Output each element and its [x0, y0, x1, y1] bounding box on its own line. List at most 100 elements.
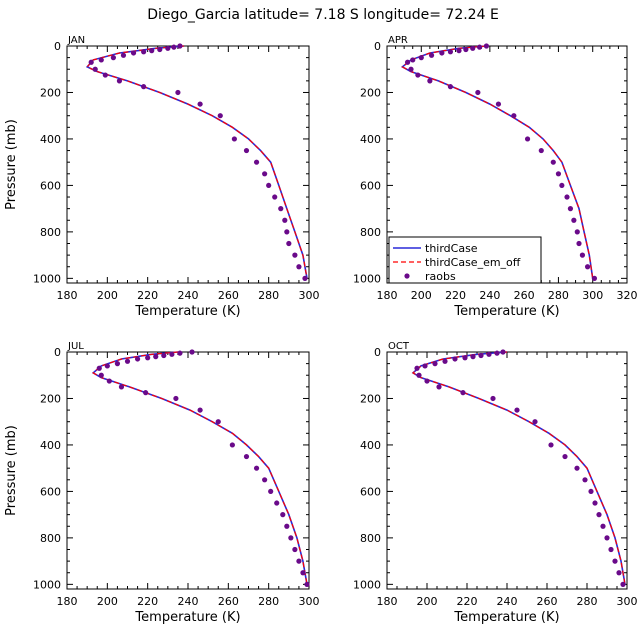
- y-tick-label: 400: [360, 439, 381, 452]
- x-tick-label: 320: [617, 289, 638, 302]
- raobs-point: [102, 72, 108, 78]
- raobs-point: [292, 252, 298, 258]
- raobs-point: [104, 363, 110, 369]
- series-line-thirdcase: [91, 351, 308, 585]
- panel-jul: 180 200 220 240 260 280 300 0 200 400 600 800 1000 Te…: [4, 341, 320, 625]
- raobs-point: [124, 358, 131, 364]
- x-tick-label: 300: [299, 595, 320, 608]
- raobs-point: [253, 159, 260, 165]
- raobs-point: [110, 55, 116, 61]
- x-tick-label: 240: [178, 289, 199, 302]
- raobs-point: [173, 395, 179, 402]
- raobs-point: [189, 349, 195, 355]
- raobs-point: [161, 352, 167, 359]
- raobs-point: [596, 512, 602, 518]
- raobs-point: [582, 477, 588, 483]
- raobs-point: [470, 45, 476, 51]
- raobs-point: [165, 45, 171, 51]
- y-tick-label: 800: [360, 532, 381, 545]
- raobs-point: [92, 66, 98, 72]
- y-tick-label: 0: [54, 346, 61, 359]
- y-tick-label: 0: [374, 40, 381, 53]
- raobs-point: [462, 355, 468, 361]
- panel-oct: 180 200 220 240 260 280 300 0 200 400 600 800 1000 Te…: [353, 341, 638, 625]
- y-tick-label: 600: [40, 485, 61, 498]
- y-tick-label: 400: [40, 439, 61, 452]
- x-tick-label: 260: [514, 289, 535, 302]
- raobs-point: [229, 442, 235, 448]
- raobs-point: [145, 355, 151, 361]
- raobs-point: [300, 570, 306, 576]
- raobs-point: [98, 57, 104, 63]
- raobs-point: [175, 89, 181, 96]
- x-tick-label: 260: [537, 595, 558, 608]
- raobs-point: [591, 275, 598, 281]
- raobs-point: [130, 50, 137, 56]
- raobs-point: [439, 50, 445, 56]
- y-tick-label: 600: [360, 485, 381, 498]
- x-tick-label: 240: [497, 595, 518, 608]
- x-tick-label: 260: [218, 595, 239, 608]
- x-tick-label: 200: [97, 595, 118, 608]
- raobs-point: [436, 384, 442, 390]
- raobs-point: [282, 217, 288, 223]
- figure-title: Diego_Garcia latitude= 7.18 S longitude=…: [147, 7, 499, 23]
- series-line-thirdcase-em-off: [92, 351, 308, 585]
- raobs-point: [495, 101, 502, 107]
- raobs-point: [616, 570, 622, 576]
- raobs-point: [576, 240, 582, 247]
- x-tick-label: 240: [479, 289, 500, 302]
- raobs-point: [483, 43, 490, 49]
- raobs-point: [579, 252, 586, 258]
- raobs-point: [410, 57, 416, 63]
- y-tick-label: 800: [40, 532, 61, 545]
- x-tick-label: 180: [57, 289, 78, 302]
- x-tick-label: 280: [258, 595, 279, 608]
- x-tick-label: 280: [548, 289, 569, 302]
- raobs-point: [567, 206, 574, 212]
- raobs-point: [416, 372, 422, 378]
- x-tick-label: 300: [617, 595, 638, 608]
- x-tick-label: 280: [577, 595, 598, 608]
- raobs-point: [262, 477, 268, 483]
- x-tick-label: 240: [178, 595, 199, 608]
- raobs-point: [98, 372, 104, 378]
- raobs-point: [278, 206, 284, 212]
- legend-label-raobs: raobs: [425, 270, 456, 283]
- y-tick-label: 800: [40, 226, 61, 239]
- raobs-point: [478, 352, 484, 359]
- raobs-point: [96, 365, 102, 371]
- raobs-point: [608, 546, 614, 553]
- raobs-point: [524, 136, 531, 142]
- raobs-point: [550, 159, 556, 165]
- raobs-point: [292, 546, 298, 553]
- raobs-point: [604, 535, 610, 541]
- raobs-point: [548, 442, 554, 448]
- y-tick-label: 1000: [353, 272, 381, 285]
- raobs-point: [231, 136, 237, 142]
- y-axis-label: Pressure (mb): [4, 425, 19, 516]
- raobs-point: [584, 264, 591, 270]
- y-tick-label: 200: [40, 392, 61, 405]
- x-axis-label: Temperature (K): [134, 610, 240, 625]
- raobs-point: [268, 488, 274, 495]
- raobs-point: [514, 407, 520, 413]
- raobs-point: [243, 147, 250, 154]
- raobs-point: [114, 361, 121, 367]
- raobs-point: [538, 147, 544, 154]
- raobs-point: [494, 350, 500, 356]
- raobs-point: [574, 465, 580, 471]
- raobs-point: [463, 46, 469, 53]
- raobs-point: [120, 52, 127, 58]
- legend-swatch-raobs: [404, 273, 410, 279]
- series-line-thirdcase: [411, 351, 626, 585]
- x-axis-label: Temperature (K): [134, 304, 240, 319]
- raobs-point: [490, 395, 496, 402]
- plot-frame: [66, 351, 310, 590]
- x-tick-label: 200: [411, 289, 432, 302]
- plot-frame: [66, 45, 310, 284]
- raobs-point: [197, 101, 203, 107]
- raobs-point: [475, 89, 481, 96]
- raobs-point: [592, 500, 598, 506]
